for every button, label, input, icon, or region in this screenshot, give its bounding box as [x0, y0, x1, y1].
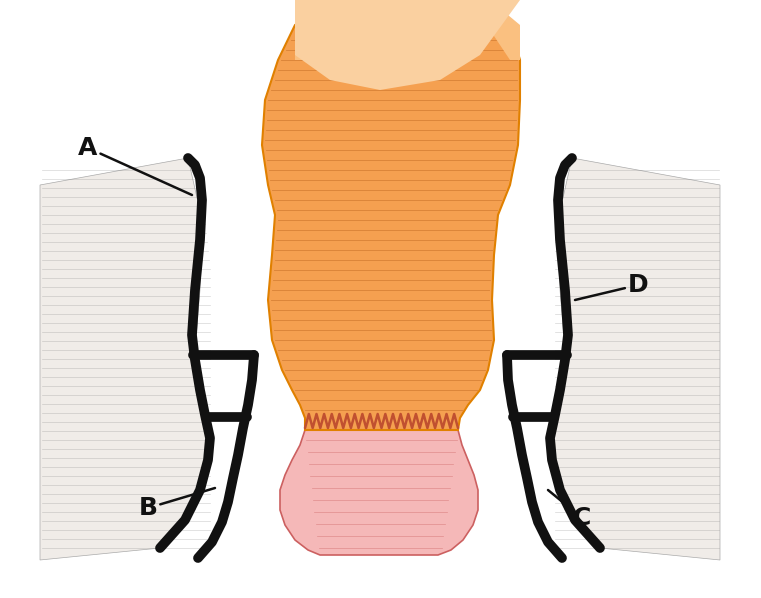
Text: B: B — [139, 488, 215, 520]
Text: D: D — [575, 273, 648, 300]
Polygon shape — [262, 0, 520, 430]
Polygon shape — [552, 158, 720, 560]
Text: A: A — [78, 136, 192, 195]
Polygon shape — [280, 430, 478, 555]
Text: C: C — [548, 490, 591, 530]
Polygon shape — [295, 0, 520, 90]
Polygon shape — [295, 0, 520, 60]
Polygon shape — [40, 158, 208, 560]
